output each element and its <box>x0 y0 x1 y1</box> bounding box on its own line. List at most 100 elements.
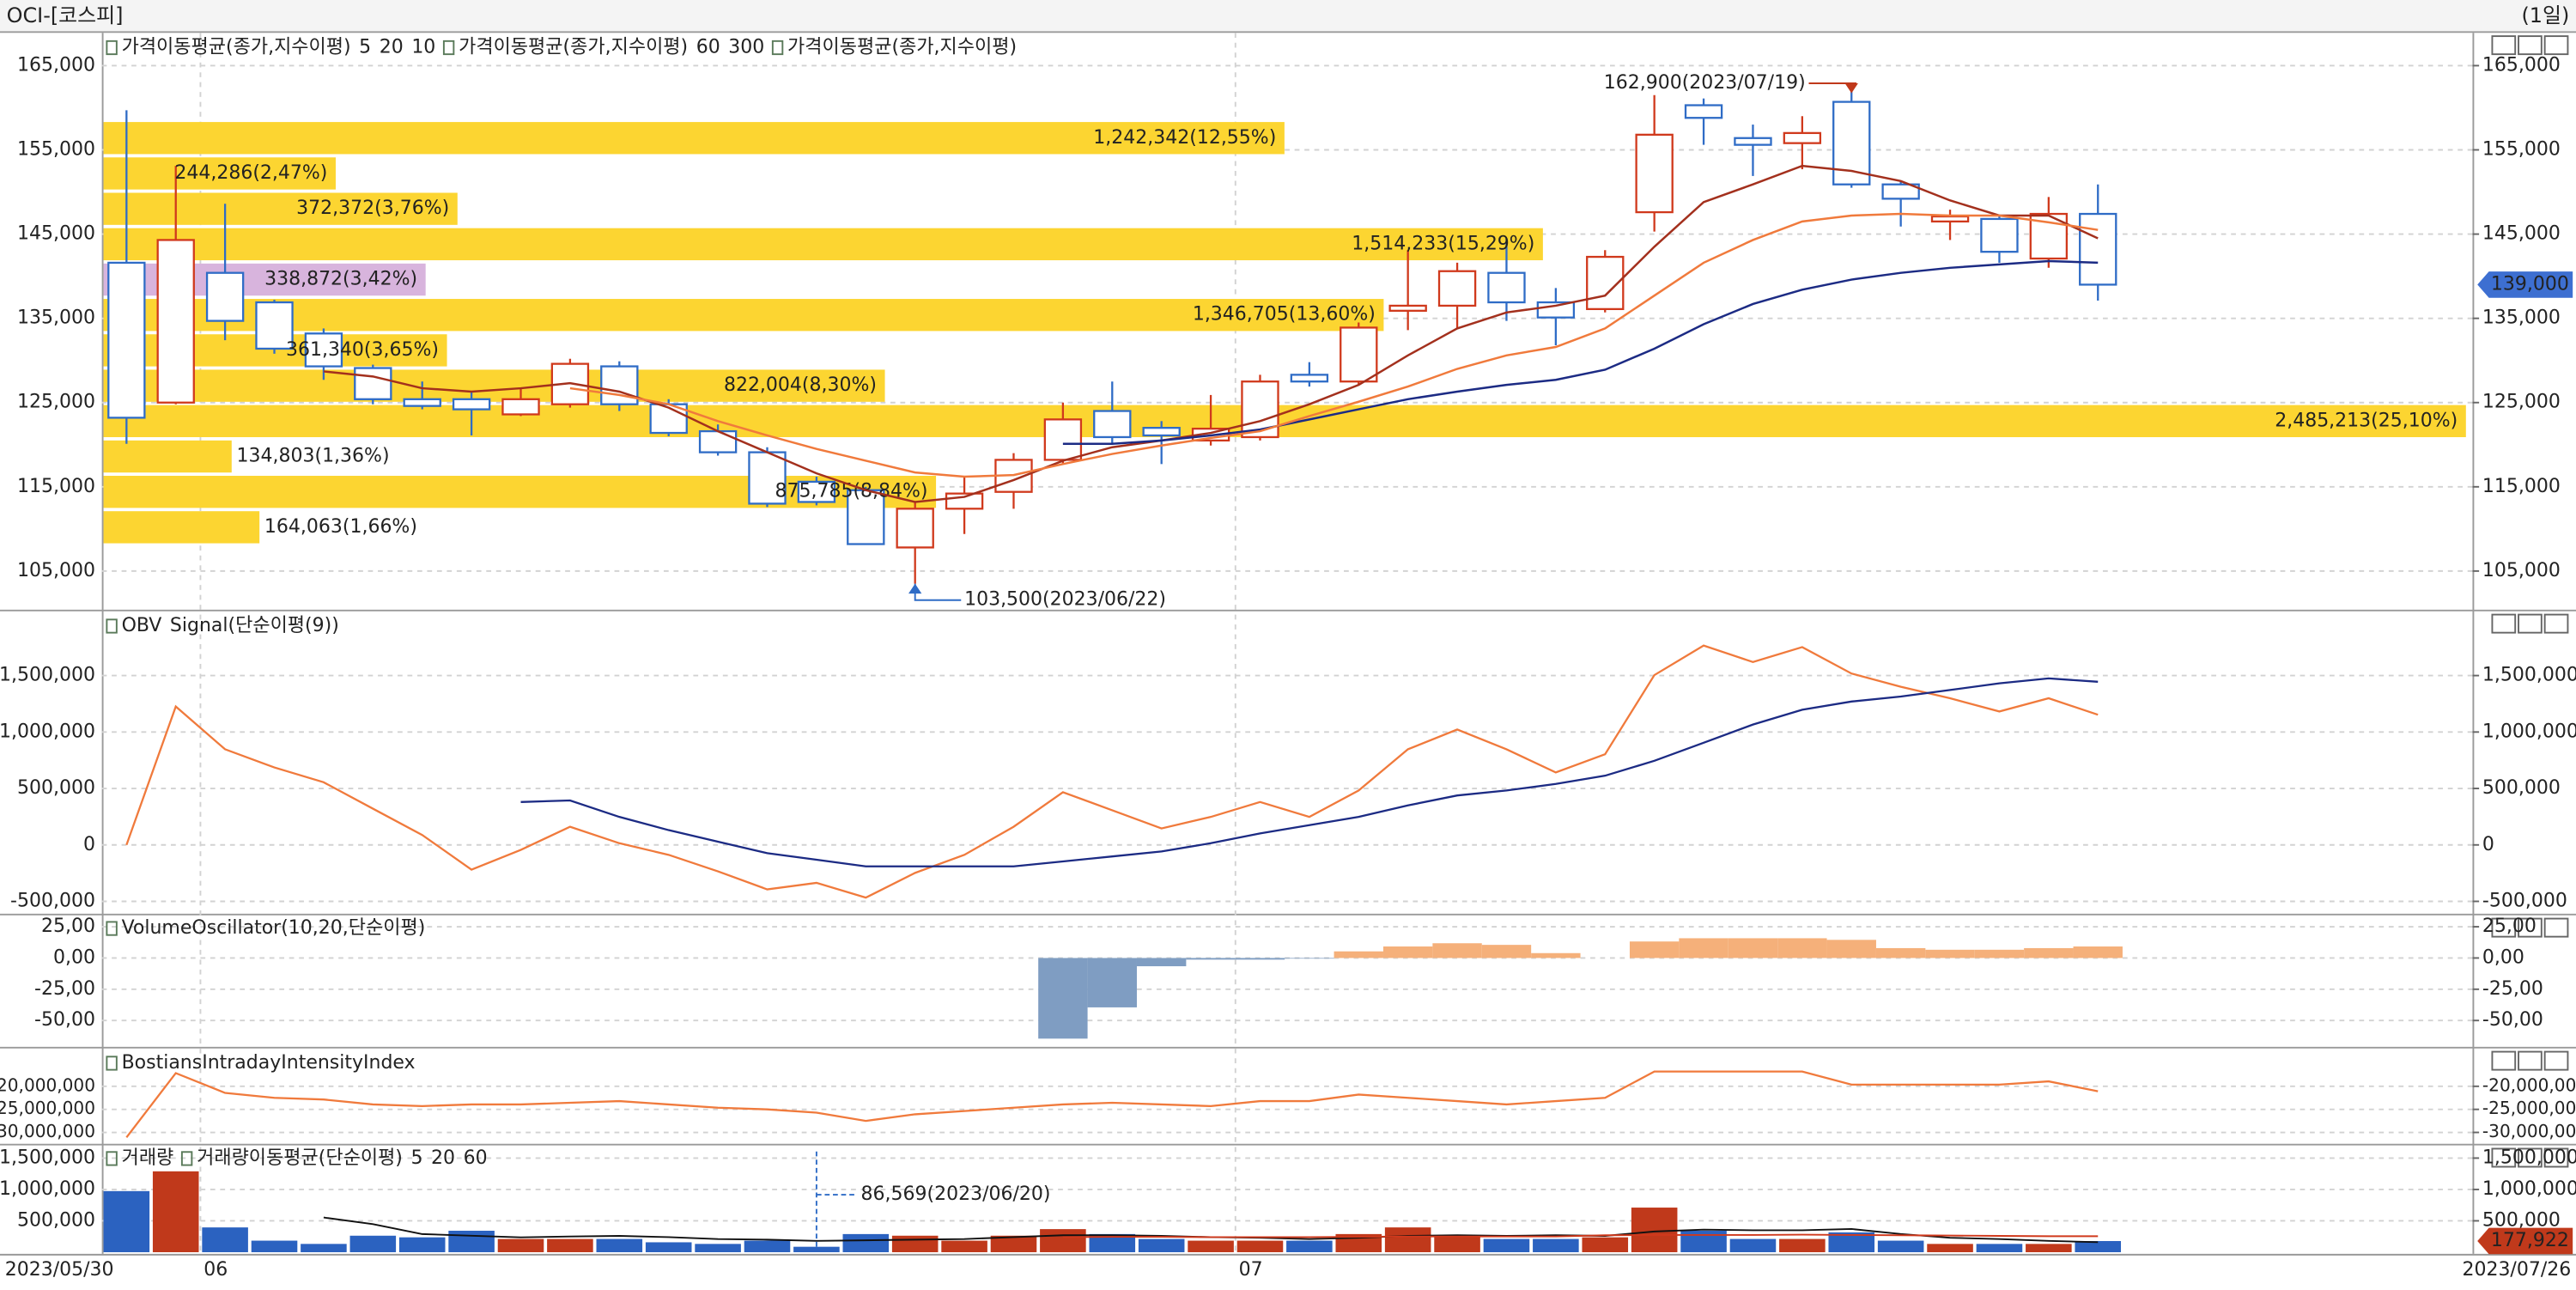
panel-button[interactable] <box>2543 613 2569 634</box>
annotation-arrow <box>908 583 922 594</box>
volume-profile-bar <box>103 405 2466 437</box>
candle-body <box>1093 410 1132 439</box>
candle-body <box>1783 131 1822 144</box>
y-tick-label-right: 1,000,000 <box>2482 1178 2576 1200</box>
candle-body <box>1340 326 1378 383</box>
low-annotation: 103,500(2023/06/22) <box>964 589 1166 611</box>
candle-body <box>1043 418 1083 461</box>
panel-button[interactable] <box>2491 1050 2517 1071</box>
x-tick-label: 2023/07/26 <box>2462 1259 2571 1281</box>
y-tick-label-right: 115,000 <box>2482 476 2561 497</box>
indicator-line <box>125 644 2099 899</box>
oscillator-bar <box>1334 951 1383 958</box>
y-tick-label-right: -50,00 <box>2482 1009 2543 1031</box>
volume-bar <box>448 1231 495 1252</box>
volume-profile-bar <box>103 192 458 225</box>
volume-bar <box>1138 1238 1185 1252</box>
panel-button[interactable] <box>2491 35 2517 56</box>
legend-label: 5 <box>410 1147 422 1169</box>
panel-button[interactable] <box>2491 1147 2517 1168</box>
volume-profile-bar <box>103 228 1543 261</box>
volume-bar <box>1582 1237 1629 1252</box>
y-tick-label-right: 105,000 <box>2482 560 2561 581</box>
y-tick-label-right: -500,000 <box>2482 890 2567 911</box>
oscillator-bar <box>1382 946 1433 958</box>
volume-profile-bar <box>103 122 1285 155</box>
volume-average-line <box>1062 1233 2099 1238</box>
legend-label: 거래량 <box>122 1147 174 1169</box>
panel-button[interactable] <box>2518 613 2543 634</box>
y-tick-label-left: 165,000 <box>17 54 95 76</box>
annotation-leader <box>815 1148 858 1247</box>
volume-bar <box>1828 1232 1875 1252</box>
panel-button[interactable] <box>2518 1050 2543 1071</box>
y-tick-label-right: 1,000,000 <box>2482 721 2576 742</box>
y-tick-label-left: 115,000 <box>17 476 95 497</box>
volume-bar <box>1533 1238 1579 1252</box>
current-price-marker <box>2477 271 2573 298</box>
candle-body <box>403 398 441 407</box>
volume-bar <box>1286 1240 1333 1252</box>
candle-body <box>847 489 885 545</box>
panel-button[interactable] <box>2543 1050 2569 1071</box>
volume-profile-bar <box>103 440 232 473</box>
legend-label: 10 <box>411 36 435 58</box>
legend-icon <box>771 40 784 56</box>
candle-body <box>1734 137 1772 146</box>
annotation-arrow <box>1844 83 1858 94</box>
volume-bar <box>695 1244 741 1252</box>
oscillator-bar <box>1777 938 1827 958</box>
legend-label: VolumeOscillator(10,20,단순이평) <box>122 917 426 939</box>
panel-button[interactable] <box>2543 917 2569 938</box>
y-tick-label-left: 1,000,000 <box>0 1178 95 1200</box>
volume-bar <box>547 1238 593 1252</box>
volume-bar <box>398 1237 446 1252</box>
volume-bar <box>596 1238 643 1252</box>
volume-bar <box>1089 1233 1136 1252</box>
panel-button[interactable] <box>2543 1147 2569 1168</box>
panel-button[interactable] <box>2518 917 2543 938</box>
volume-bar <box>202 1227 248 1252</box>
legend-icon <box>106 618 118 634</box>
oscillator-bar <box>2073 946 2123 958</box>
candle-body <box>205 271 245 322</box>
indicator-line <box>125 1070 2099 1138</box>
panel-button[interactable] <box>2543 35 2569 56</box>
legend-label: Signal(단순이평(9)) <box>170 615 339 636</box>
panel-button[interactable] <box>2491 613 2517 634</box>
volume-profile-bar <box>103 369 885 402</box>
volume-bar <box>842 1233 890 1252</box>
legend-label: 거래량이동평균(단순이평) <box>197 1147 403 1169</box>
indicator-line <box>520 677 2099 867</box>
candle-body <box>452 398 491 411</box>
panel-button[interactable] <box>2518 1147 2543 1168</box>
oscillator-bar <box>1186 958 1236 960</box>
y-tick-label-right: -25,000,000 <box>2482 1098 2576 1118</box>
volume-bar <box>1779 1238 1826 1252</box>
legend-label: 20 <box>380 36 404 58</box>
volume-annotation: 86,569(2023/06/20) <box>861 1184 1051 1205</box>
oscillator-bar <box>1679 938 1728 958</box>
volume-profile-label: 244,286(2,47%) <box>174 162 327 184</box>
volume-bar <box>941 1240 987 1252</box>
oscillator-bar <box>1038 958 1088 1039</box>
volume-profile-label: 2,485,213(25,10%) <box>2275 410 2458 431</box>
oscillator-bar <box>1136 958 1187 967</box>
y-tick-label-left: 145,000 <box>17 223 95 245</box>
candle-body <box>2079 212 2117 286</box>
volume-bar <box>301 1244 347 1252</box>
oscillator-bar <box>1087 958 1137 1007</box>
volume-bar <box>1040 1229 1086 1252</box>
panel-controls <box>2491 35 2569 1168</box>
legend-icon <box>106 1056 118 1071</box>
y-tick-label-right: 145,000 <box>2482 223 2561 245</box>
window-title: OCI-[코스피] <box>7 3 124 27</box>
panel-button[interactable] <box>2518 35 2543 56</box>
volume-profile-label: 1,346,705(13,60%) <box>1193 304 1376 326</box>
legend-label: 5 <box>359 36 371 58</box>
candle-body <box>1980 217 2019 253</box>
legend-icon <box>106 40 118 56</box>
title-bar <box>0 0 2576 32</box>
panel-button[interactable] <box>2491 917 2517 938</box>
volume-bar <box>793 1246 840 1252</box>
